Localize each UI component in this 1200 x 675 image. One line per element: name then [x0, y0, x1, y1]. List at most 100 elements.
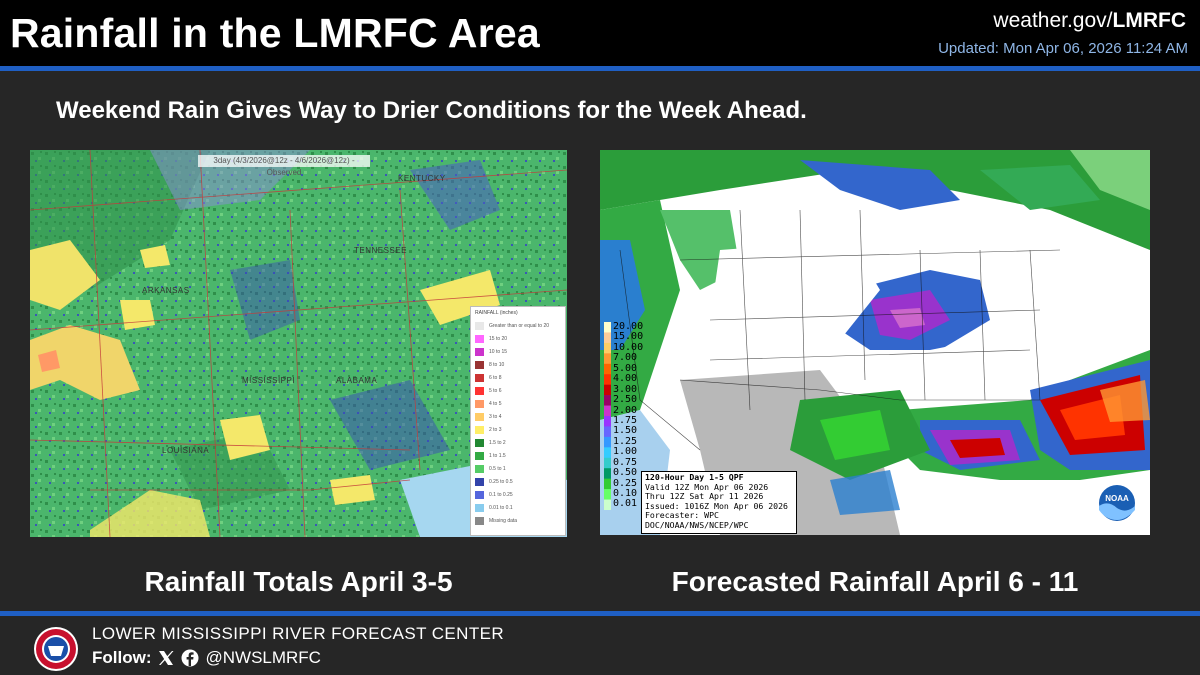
state-label-alabama: ALABAMA: [336, 376, 378, 385]
qpf-color-step: [604, 426, 611, 438]
legend-label: 15 to 20: [489, 336, 508, 342]
noaa-logo-icon: NOAA: [1097, 483, 1137, 523]
qpf-color-step: [604, 478, 611, 490]
legend-label: 1 to 1.5: [489, 453, 506, 459]
qpf-scale-label: 1.25: [613, 435, 638, 447]
legend-item: 10 to 15: [475, 347, 565, 358]
legend-swatch: [475, 452, 484, 460]
qpf-scale-label: 1.50: [613, 425, 638, 437]
qpf-info-line: Thru 12Z Sat Apr 11 2026: [645, 491, 764, 502]
qpf-scale-label: 3.00: [613, 383, 638, 395]
state-label-kentucky: KENTUCKY: [398, 174, 446, 183]
legend-label: 8 to 10: [489, 362, 505, 368]
header-bar: Rainfall in the LMRFC Area weather.gov/L…: [0, 0, 1200, 66]
legend-item: Greater than or equal to 20: [475, 321, 565, 332]
qpf-color-step: [604, 342, 611, 354]
qpf-color-step: [604, 436, 611, 448]
legend-title: RAINFALL (inches): [475, 310, 518, 316]
legend-label: 1.5 to 2: [489, 440, 506, 446]
legend-label: 6 to 8: [489, 375, 502, 381]
legend-label: 0.5 to 1: [489, 466, 506, 472]
legend-label: 0.01 to 0.1: [489, 505, 513, 511]
legend-item: 4 to 5: [475, 399, 565, 410]
state-label-tennessee: TENNESSEE: [354, 246, 407, 255]
qpf-info-line: Forecaster: WPC: [645, 510, 719, 521]
legend-swatch: [475, 491, 484, 499]
legend-item: 0.25 to 0.5: [475, 477, 565, 488]
qpf-color-step: [604, 332, 611, 344]
qpf-scale-label: 0.75: [613, 456, 638, 468]
legend-item: 1 to 1.5: [475, 451, 565, 462]
observed-map-banner: 3day (4/3/2026@12z - 4/6/2026@12z) - Obs…: [198, 155, 370, 177]
facebook-icon[interactable]: [181, 649, 199, 667]
qpf-color-bar: [604, 322, 611, 510]
legend-label: 4 to 5: [489, 401, 502, 407]
state-label-mississippi: MISSISSIPPI: [242, 376, 296, 385]
forecast-qpf-image: [600, 150, 1150, 535]
qpf-scale-label: 7.00: [613, 352, 638, 364]
legend-item: 8 to 10: [475, 360, 565, 371]
qpf-info-title: 120-Hour Day 1-5 QPF: [645, 472, 744, 482]
qpf-info-line: Valid 12Z Mon Apr 06 2026: [645, 481, 769, 492]
legend-label: 10 to 15: [489, 349, 508, 355]
legend-item: 0.5 to 1: [475, 464, 565, 475]
legend-item: 0.01 to 0.1: [475, 503, 565, 514]
legend-swatch: [475, 426, 484, 434]
qpf-scale-labels: 20.00 15.00 10.00 7.00 5.00 4.00 3.00 2.50 2.00 1…: [613, 321, 653, 510]
qpf-color-step: [604, 457, 611, 469]
site-prefix: weather.gov/: [993, 9, 1113, 32]
legend-swatch: [475, 374, 484, 382]
qpf-scale-label: 2.50: [613, 394, 638, 406]
site-bold: LMRFC: [1112, 9, 1186, 32]
legend-swatch: [475, 361, 484, 369]
legend-item: 2 to 3: [475, 425, 565, 436]
footer-follow: Follow: @NWSLMRFC: [92, 648, 321, 668]
caption-observed: Rainfall Totals April 3-5: [144, 566, 453, 597]
qpf-scale-label: 15.00: [613, 331, 644, 343]
noaa-logo-text: NOAA: [1105, 494, 1129, 503]
updated-timestamp: Updated: Mon Apr 06, 2026 11:24 AM: [938, 40, 1188, 57]
caption-forecast: Forecasted Rainfall April 6 - 11: [671, 566, 1079, 597]
qpf-scale-label: 2.00: [613, 404, 638, 416]
page-title: Rainfall in the LMRFC Area: [10, 10, 540, 56]
qpf-scale-label: 1.75: [613, 414, 638, 426]
footer-bar: [0, 616, 1200, 675]
qpf-scale-label: 4.00: [613, 373, 638, 385]
qpf-scale-label: 0.25: [613, 477, 638, 489]
legend-swatch: [475, 322, 484, 330]
legend-item: Missing data: [475, 516, 565, 527]
footer-divider: [0, 611, 1200, 616]
state-label-louisiana: LOUISIANA: [162, 446, 210, 455]
qpf-scale-label: 0.10: [613, 488, 638, 499]
qpf-color-step: [604, 353, 611, 365]
legend-swatch: [475, 517, 484, 525]
legend-label: 3 to 4: [489, 414, 502, 420]
legend-swatch: [475, 348, 484, 356]
legend-label: 2 to 3: [489, 427, 502, 433]
qpf-color-step: [604, 499, 611, 510]
legend-item: 5 to 6: [475, 386, 565, 397]
legend-item: 3 to 4: [475, 412, 565, 423]
site-link[interactable]: weather.gov/LMRFC: [993, 9, 1186, 33]
qpf-color-step: [604, 447, 611, 459]
legend-item: 15 to 20: [475, 334, 565, 345]
legend-item: 0.1 to 0.25: [475, 490, 565, 501]
nws-logo-icon: [34, 627, 78, 671]
qpf-color-step: [604, 322, 611, 333]
social-handle[interactable]: @NWSLMRFC: [205, 648, 321, 667]
qpf-info-line: DOC/NOAA/NWS/NCEP/WPC: [645, 519, 749, 530]
subtitle: Weekend Rain Gives Way to Drier Conditio…: [56, 97, 807, 124]
qpf-color-step: [604, 468, 611, 479]
qpf-scale-label: 5.00: [613, 362, 638, 374]
x-logo-icon[interactable]: [157, 649, 175, 667]
qpf-scale-label: 1.00: [613, 446, 638, 458]
qpf-info-line: Issued: 1016Z Mon Apr 06 2026: [645, 500, 788, 511]
qpf-scale-label: 20.00: [613, 321, 644, 332]
legend-swatch: [475, 478, 484, 486]
qpf-scale-label: 10.00: [613, 341, 644, 353]
legend-item: 6 to 8: [475, 373, 565, 384]
qpf-color-step: [604, 416, 611, 427]
legend-label: 0.25 to 0.5: [489, 479, 513, 485]
qpf-color-step: [604, 405, 611, 417]
qpf-color-step: [604, 384, 611, 396]
